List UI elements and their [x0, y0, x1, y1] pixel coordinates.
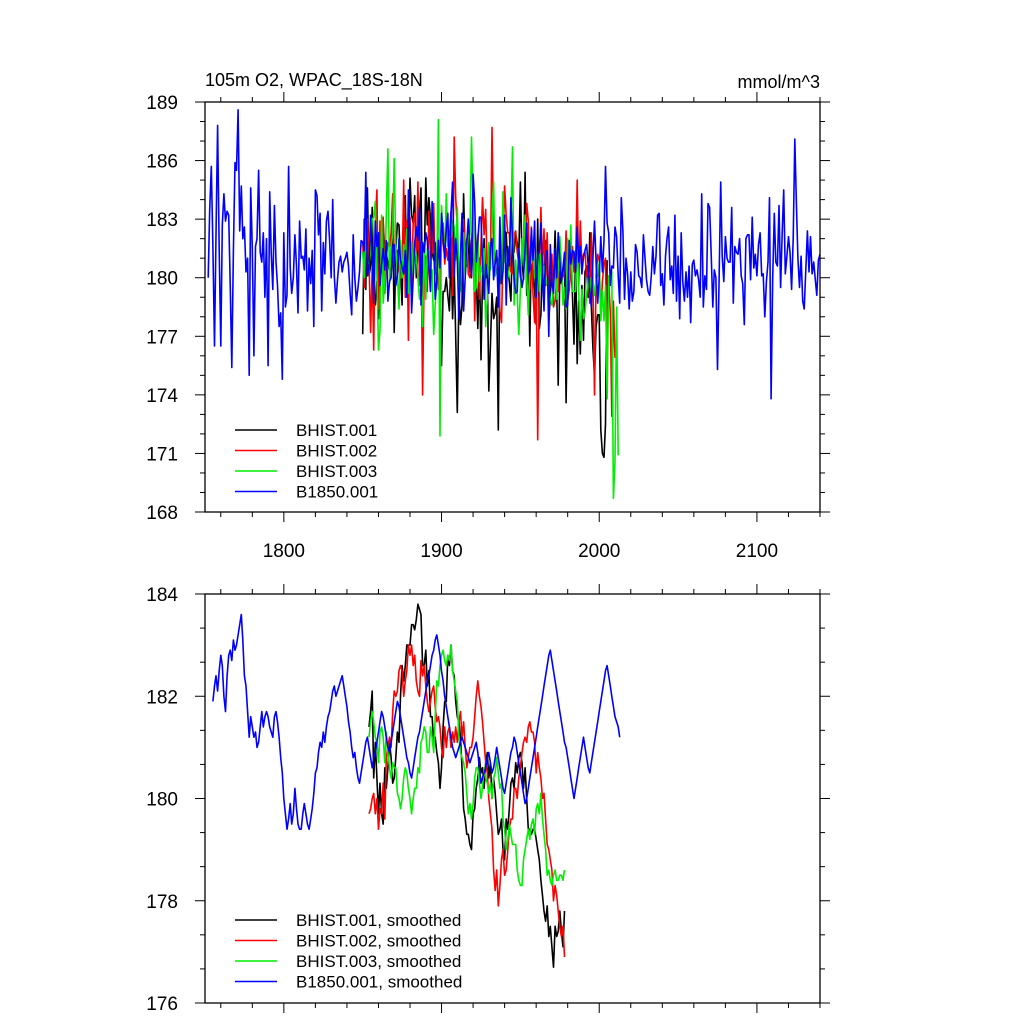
series-line-3 — [368, 644, 566, 887]
legend-label-3: BHIST.003, smoothed — [296, 952, 461, 971]
y-tick-label: 184 — [146, 585, 178, 606]
y-tick-label: 182 — [146, 687, 178, 708]
legend-label-3: BHIST.003 — [296, 462, 377, 481]
legend-label-2: BHIST.002, smoothed — [296, 932, 461, 951]
y-tick-label: 168 — [146, 503, 178, 524]
y-tick-label: 180 — [146, 790, 178, 811]
y-tick-label: 189 — [146, 93, 178, 114]
series-line-1 — [368, 603, 566, 969]
y-tick-label: 174 — [146, 386, 178, 407]
legend-label-4: B1850.001 — [296, 483, 378, 502]
y-tick-label: 176 — [146, 994, 178, 1015]
y-tick-label: 183 — [146, 210, 178, 231]
y-tick-label: 171 — [146, 444, 178, 465]
bottom-panel: 176 178 180 182 184 BHIST.001, smoothed BHIST.… — [146, 584, 830, 1015]
y-tick-label: 177 — [146, 327, 178, 348]
series-line-2 — [368, 644, 566, 958]
series-line-4 — [212, 613, 621, 831]
legend-label-4: B1850.001, smoothed — [296, 973, 462, 992]
top-panel: 168 171 174 177 180 183 186 189 1800 1900 2000 2100… — [146, 70, 830, 562]
legend-label-1: BHIST.001, smoothed — [296, 911, 461, 930]
plot-frame — [204, 101, 821, 513]
x-tick-label: 2000 — [578, 541, 620, 562]
series-line-3 — [361, 118, 619, 500]
legend-label-1: BHIST.001 — [296, 421, 377, 440]
y-tick-label: 178 — [146, 892, 178, 913]
series-line-4 — [207, 109, 821, 400]
y-tick-label: 186 — [146, 152, 178, 173]
chart-title: 105m O2, WPAC_18S-18N — [205, 70, 423, 91]
x-tick-label: 2100 — [736, 541, 778, 562]
legend-label-2: BHIST.002 — [296, 442, 377, 461]
x-tick-label: 1800 — [263, 541, 305, 562]
x-tick-label: 1900 — [420, 541, 462, 562]
y-tick-label: 180 — [146, 269, 178, 290]
units-label: mmol/m^3 — [738, 72, 820, 92]
